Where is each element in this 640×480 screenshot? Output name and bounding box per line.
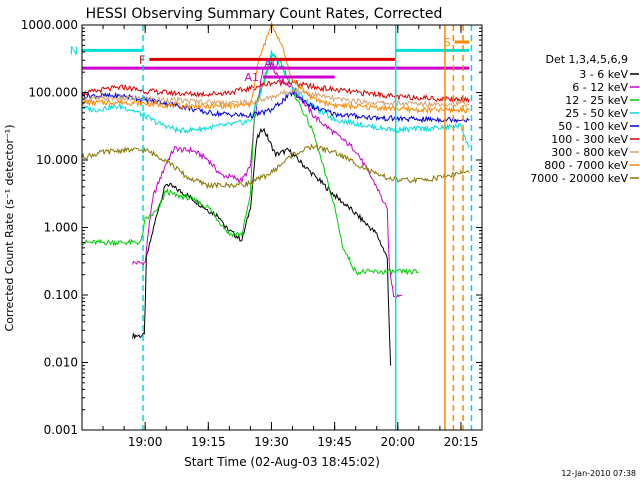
legend-entry-label: 3 - 6 keV (579, 68, 628, 81)
footer-date: 12-Jan-2010 07:38 (561, 469, 636, 478)
chart-title: HESSI Observing Summary Count Rates, Cor… (86, 6, 443, 22)
annotation-label: A0 (264, 57, 279, 70)
series-line (81, 79, 470, 104)
x-tick-label: 19:45 (317, 435, 352, 449)
legend-entry-label: 50 - 100 keV (558, 120, 628, 133)
legend-entry-label: 100 - 300 keV (551, 133, 628, 146)
x-axis-label: Start Time (02-Aug-03 18:45:02) (184, 455, 380, 469)
y-tick-label: 100.000 (28, 86, 78, 100)
legend-entry-label: 800 - 7000 keV (544, 159, 628, 172)
series-line (81, 86, 470, 109)
series-line (81, 53, 420, 276)
x-tick-label: 19:30 (254, 435, 289, 449)
x-axis: 19:00 19:15 19:30 19:45 20:00 20:15 (81, 25, 483, 449)
x-tick-label: 20:15 (444, 435, 479, 449)
y-axis-label: Corrected Count Rate (s⁻¹ detector⁻¹) (3, 125, 16, 332)
y-tick-label: 0.010 (44, 356, 78, 370)
legend-title: Det 1,3,4,5,6,9 (545, 53, 628, 66)
legend-entry-label: 7000 - 20000 keV (530, 172, 628, 185)
y-tick-label: 1.000 (44, 221, 78, 235)
y-axis: 0.001 0.010 0.100 1.000 10.000 100.000 1000.00… (21, 18, 482, 437)
x-tick-label: 19:00 (128, 435, 163, 449)
y-tick-label: 0.100 (44, 288, 78, 302)
annotation-label: N (70, 44, 78, 57)
annotation-label: A1 (245, 71, 260, 84)
legend-entry-label: 12 - 25 keV (565, 94, 628, 107)
legend-entry-label: 25 - 50 keV (565, 107, 628, 120)
y-tick-label: 10.000 (36, 153, 78, 167)
legend-entry-label: 6 - 12 keV (572, 81, 628, 94)
series-layer (81, 21, 470, 366)
y-tick-label: 0.001 (44, 423, 78, 437)
series-line (81, 21, 470, 115)
annotation-label: F (139, 53, 145, 66)
y-tick-label: 1000.000 (21, 18, 78, 32)
annotation-layer: N F A1 S A0 (70, 36, 470, 84)
series-line (81, 143, 470, 190)
series-line (81, 89, 470, 124)
series-line (132, 127, 392, 366)
annotation-label: S (444, 36, 451, 49)
vertical-line-layer (142, 25, 473, 430)
legend-entry-label: 300 - 800 keV (551, 146, 628, 159)
x-tick-label: 19:15 (191, 435, 226, 449)
x-tick-label: 20:00 (380, 435, 415, 449)
